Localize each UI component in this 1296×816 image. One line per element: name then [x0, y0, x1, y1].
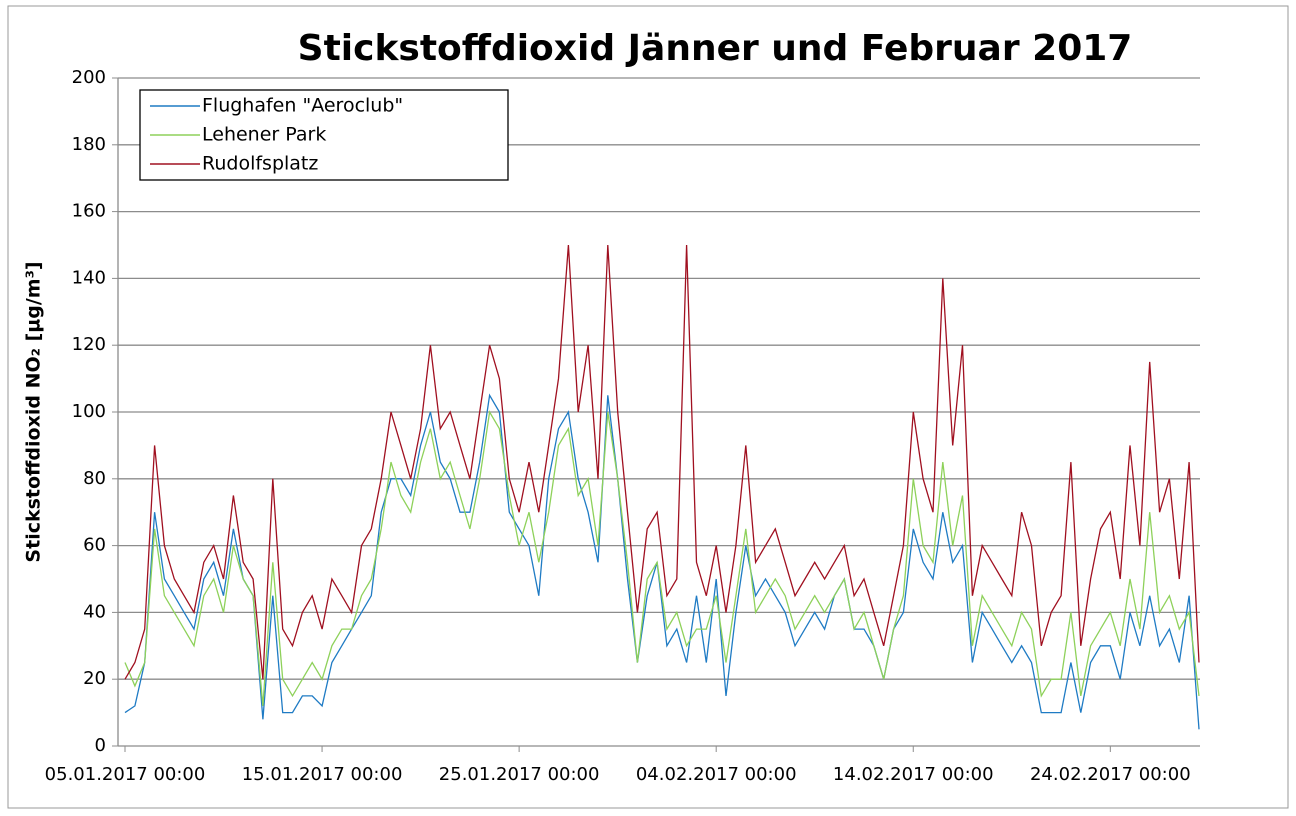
legend-label: Lehener Park: [202, 124, 326, 146]
series-line: [124, 244, 1200, 680]
y-tick-label: 40: [83, 601, 106, 622]
y-tick-label: 100: [72, 401, 106, 422]
legend-box: [139, 89, 509, 181]
series-line: [124, 410, 1200, 706]
y-tick-label: 80: [83, 468, 106, 489]
y-tick-label: 60: [83, 535, 106, 556]
y-tick-label: 120: [72, 334, 106, 355]
y-tick-label: 180: [72, 134, 106, 155]
y-tick-label: 20: [83, 668, 106, 689]
y-tick-label: 140: [72, 267, 106, 288]
legend: Flughafen "Aeroclub" Lehener Park Rudolfsp…: [139, 89, 509, 181]
legend-label: Flughafen "Aeroclub": [202, 95, 403, 117]
chart-title: Stickstoffdioxid Jänner und Februar 2017: [298, 28, 1133, 69]
y-axis-label: Stickstoffdioxid NO₂ [µg/m³]: [23, 261, 45, 562]
x-tick-label: 04.02.2017 00:00: [636, 764, 797, 785]
x-tick-label: 05.01.2017 00:00: [45, 764, 206, 785]
x-tick-label: 24.02.2017 00:00: [1030, 764, 1191, 785]
y-tick-label: 160: [72, 201, 106, 222]
legend-label: Rudolfsplatz: [202, 153, 318, 175]
y-tick-label: 200: [72, 67, 106, 88]
x-tick-label: 25.01.2017 00:00: [439, 764, 600, 785]
x-tick-label: 15.01.2017 00:00: [242, 764, 403, 785]
series-line: [124, 393, 1200, 730]
x-tick-label: 14.02.2017 00:00: [833, 764, 994, 785]
y-tick-label: 0: [95, 735, 106, 756]
